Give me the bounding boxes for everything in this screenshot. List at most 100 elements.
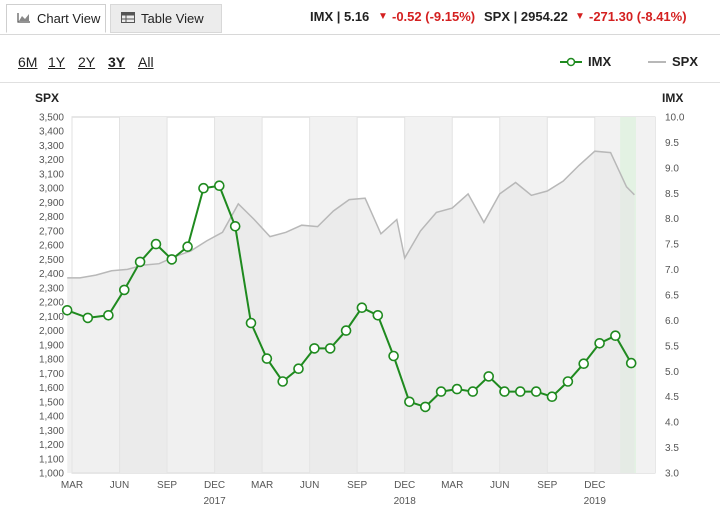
left-tick-label: 2,000: [39, 326, 64, 337]
x-tick-label: DEC: [204, 480, 225, 491]
left-tick-label: 2,600: [39, 241, 64, 252]
imx-point[interactable]: [293, 363, 304, 375]
x-tick-label: MAR: [61, 480, 83, 491]
imx-point[interactable]: [198, 182, 209, 194]
x-tick-label: DEC: [394, 480, 415, 491]
legend-imx[interactable]: IMX: [560, 54, 611, 69]
left-tick-label: 2,200: [39, 298, 64, 309]
right-tick-label: 9.5: [665, 138, 679, 149]
imx-point[interactable]: [451, 383, 463, 395]
right-tick-label: 7.5: [665, 240, 679, 251]
range-all[interactable]: All: [138, 54, 154, 70]
imx-point[interactable]: [103, 309, 114, 321]
year-label: 2017: [203, 496, 226, 507]
imx-point[interactable]: [82, 312, 94, 324]
imx-point[interactable]: [562, 376, 574, 387]
left-tick-label: 3,400: [39, 127, 64, 138]
imx-point[interactable]: [530, 386, 542, 397]
imx-point[interactable]: [324, 343, 336, 354]
imx-point[interactable]: [214, 180, 225, 191]
spx-quote: SPX | 2954.22: [484, 9, 568, 24]
left-tick-label: 2,700: [39, 226, 64, 237]
imx-legend-marker-icon: [560, 57, 582, 66]
left-tick-label: 2,500: [39, 255, 64, 266]
legend-spx[interactable]: SPX: [648, 54, 698, 69]
left-tick-label: 3,200: [39, 155, 64, 166]
x-tick-label: JUN: [110, 480, 129, 491]
left-tick-label: 1,100: [39, 454, 64, 465]
left-tick-label: 1,200: [39, 440, 64, 451]
right-tick-label: 9.0: [665, 163, 679, 174]
spx-line[interactable]: [67, 150, 635, 279]
imx-point[interactable]: [261, 353, 273, 364]
range-6m[interactable]: 6M: [18, 54, 38, 70]
imx-point[interactable]: [388, 350, 399, 362]
legend-spx-label: SPX: [672, 54, 699, 69]
imx-point[interactable]: [404, 396, 415, 408]
imx-point[interactable]: [578, 358, 590, 370]
x-tick-label: DEC: [584, 480, 605, 491]
spx-legend-line-icon: [648, 60, 666, 63]
left-tick-label: 1,800: [39, 355, 64, 366]
imx-point[interactable]: [119, 284, 130, 296]
imx-point[interactable]: [134, 256, 146, 268]
imx-point[interactable]: [277, 376, 289, 387]
imx-point[interactable]: [483, 371, 495, 382]
left-tick-label: 1,000: [39, 469, 64, 480]
imx-point[interactable]: [182, 241, 193, 252]
left-tick-label: 2,400: [39, 269, 64, 280]
imx-point[interactable]: [546, 391, 558, 403]
left-tick-label: 1,600: [39, 383, 64, 394]
imx-point[interactable]: [61, 304, 73, 316]
left-tick-label: 3,100: [39, 169, 64, 180]
year-label: 2018: [394, 496, 417, 507]
imx-point[interactable]: [514, 386, 526, 397]
right-tick-label: 3.5: [665, 443, 679, 454]
imx-point[interactable]: [150, 238, 162, 250]
left-tick-label: 1,700: [39, 369, 64, 380]
x-tick-label: MAR: [251, 480, 273, 491]
spx-change: -271.30 (-8.41%): [589, 9, 687, 24]
imx-down-arrow-icon: ▼: [378, 11, 388, 22]
x-tick-label: SEP: [157, 480, 177, 491]
imx-change: -0.52 (-9.15%): [392, 9, 476, 24]
spx-down-arrow-icon: ▼: [575, 11, 585, 22]
right-tick-label: 7.0: [665, 265, 679, 276]
x-tick-label: SEP: [537, 480, 557, 491]
imx-point[interactable]: [467, 386, 479, 397]
imx-quote: IMX | 5.16: [310, 9, 370, 24]
range-2y[interactable]: 2Y: [78, 54, 96, 70]
x-tick-label: JUN: [300, 480, 319, 491]
imx-point[interactable]: [166, 254, 178, 265]
imx-point[interactable]: [309, 343, 320, 354]
left-tick-label: 2,900: [39, 198, 64, 209]
imx-point[interactable]: [435, 386, 447, 397]
imx-point[interactable]: [499, 386, 510, 397]
imx-point[interactable]: [229, 221, 241, 232]
tab-chart-view[interactable]: Chart View: [6, 4, 106, 33]
imx-point[interactable]: [594, 337, 605, 349]
right-tick-label: 8.0: [665, 214, 679, 225]
x-tick-label: SEP: [347, 480, 367, 491]
left-tick-label: 3,500: [39, 113, 64, 124]
right-axis-title: IMX: [662, 91, 684, 105]
range-1y[interactable]: 1Y: [48, 54, 66, 70]
imx-point[interactable]: [340, 325, 352, 336]
right-tick-label: 5.5: [665, 341, 679, 352]
right-tick-label: 10.0: [665, 113, 685, 124]
right-tick-label: 4.5: [665, 392, 679, 403]
x-tick-label: MAR: [441, 480, 463, 491]
imx-point[interactable]: [625, 357, 637, 369]
left-tick-label: 2,300: [39, 283, 64, 294]
imx-point[interactable]: [356, 302, 368, 314]
left-tick-label: 1,400: [39, 412, 64, 423]
imx-point[interactable]: [610, 330, 621, 342]
range-3y[interactable]: 3Y: [108, 54, 126, 70]
right-tick-label: 6.0: [665, 316, 679, 327]
imx-point[interactable]: [245, 317, 257, 329]
imx-point[interactable]: [419, 401, 431, 413]
imx-point[interactable]: [372, 309, 384, 321]
tab-table-view[interactable]: Table View: [110, 4, 222, 33]
table-icon: [121, 11, 135, 26]
